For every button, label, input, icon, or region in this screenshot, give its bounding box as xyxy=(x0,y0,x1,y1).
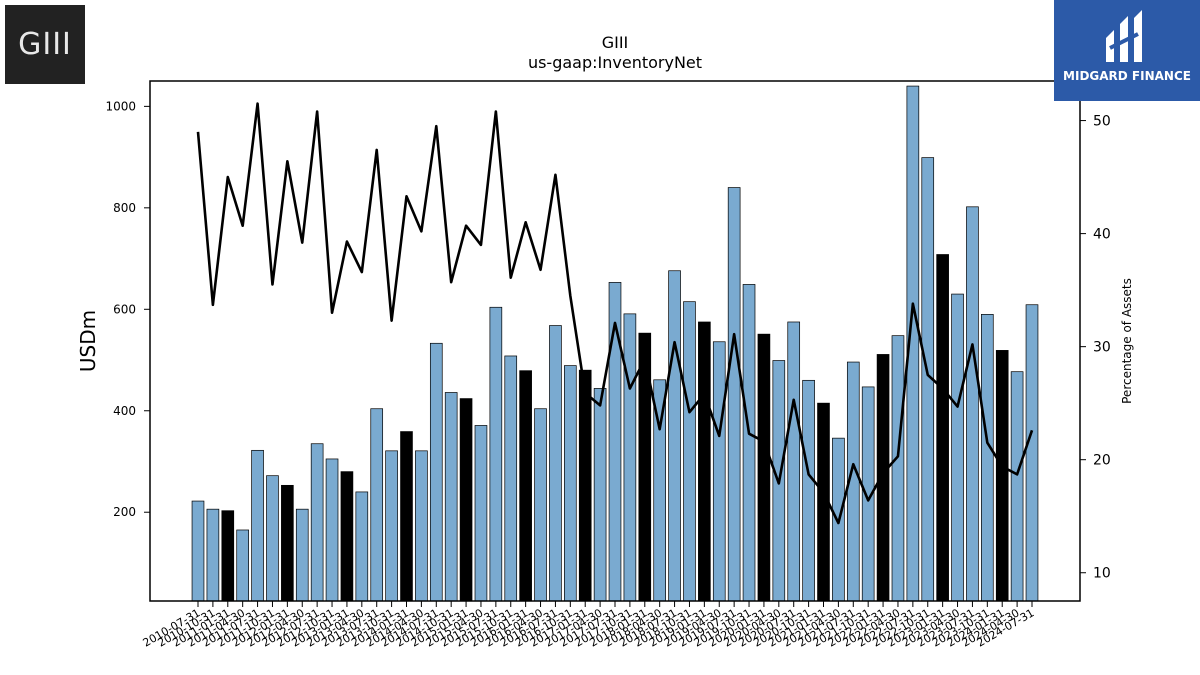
x-axis: 2010-07-312010-10-312011-01-312011-04-30… xyxy=(141,601,1037,650)
y-tick-label: 200 xyxy=(113,505,136,519)
bar xyxy=(966,206,979,602)
bar xyxy=(549,325,562,602)
bar xyxy=(519,370,532,602)
y2-axis-label: Percentage of Assets xyxy=(1120,278,1134,404)
bar xyxy=(936,254,949,602)
y-tick-label: 1000 xyxy=(105,99,136,113)
bar xyxy=(281,484,294,602)
bar xyxy=(340,471,354,602)
bar xyxy=(385,450,398,602)
bar xyxy=(474,425,488,602)
line-series xyxy=(196,102,1034,525)
y-tick-label: 400 xyxy=(113,404,136,418)
y2-tick-label: 20 xyxy=(1093,453,1111,469)
bar xyxy=(221,510,235,602)
bar xyxy=(295,508,309,602)
bar xyxy=(757,333,771,602)
bar xyxy=(504,355,518,602)
bar xyxy=(444,392,458,602)
y-tick-label: 800 xyxy=(113,201,136,215)
bar xyxy=(727,187,741,602)
company-logo: GIII xyxy=(5,5,85,84)
bar xyxy=(429,342,443,602)
bar xyxy=(981,314,994,602)
bar xyxy=(355,491,369,602)
company-logo-text: GIII xyxy=(18,27,72,62)
bar xyxy=(564,365,577,602)
y2-tick-label: 10 xyxy=(1093,566,1111,582)
bar xyxy=(370,408,384,602)
bar xyxy=(742,284,756,602)
bar-series xyxy=(191,85,1039,602)
bar xyxy=(787,321,801,602)
bar xyxy=(400,431,413,602)
bar xyxy=(310,443,324,602)
bar xyxy=(668,270,681,602)
chart-subtitle: us-gaap:InventoryNet xyxy=(528,53,702,72)
bar xyxy=(891,335,905,602)
bar xyxy=(266,475,279,602)
bar xyxy=(459,398,473,602)
brand-logo: MIDGARD FINANCE xyxy=(1054,0,1200,101)
bar xyxy=(325,458,339,602)
bar xyxy=(802,379,815,602)
bar xyxy=(578,369,592,602)
bar xyxy=(191,500,205,602)
bar xyxy=(489,306,503,602)
y-axis-left: 200 400 600 800 1000 xyxy=(105,99,150,519)
bar xyxy=(698,321,711,602)
percentage-line xyxy=(196,102,1034,525)
y2-tick-label: 30 xyxy=(1093,340,1111,356)
bar xyxy=(236,529,249,602)
y2-tick-label: 40 xyxy=(1093,227,1111,243)
y-axis-right: 10 20 30 40 50 xyxy=(1080,114,1111,582)
bar xyxy=(712,341,726,602)
bar xyxy=(951,293,964,602)
bar xyxy=(1010,371,1024,602)
y-tick-label: 600 xyxy=(113,302,136,316)
bar xyxy=(623,313,637,602)
brand-name: MIDGARD FINANCE xyxy=(1063,69,1191,83)
brand-mark-icon xyxy=(1106,10,1142,62)
y2-tick-label: 50 xyxy=(1093,114,1111,130)
bar xyxy=(1025,304,1039,602)
bar xyxy=(251,449,264,602)
chart-title: GIII xyxy=(602,33,629,52)
bar xyxy=(995,350,1009,602)
bar xyxy=(206,508,220,602)
bar xyxy=(593,388,607,602)
y-axis-label: USDm xyxy=(76,310,100,372)
bar xyxy=(876,354,890,602)
bar xyxy=(534,408,547,602)
bar xyxy=(415,450,428,602)
bar xyxy=(683,301,696,602)
